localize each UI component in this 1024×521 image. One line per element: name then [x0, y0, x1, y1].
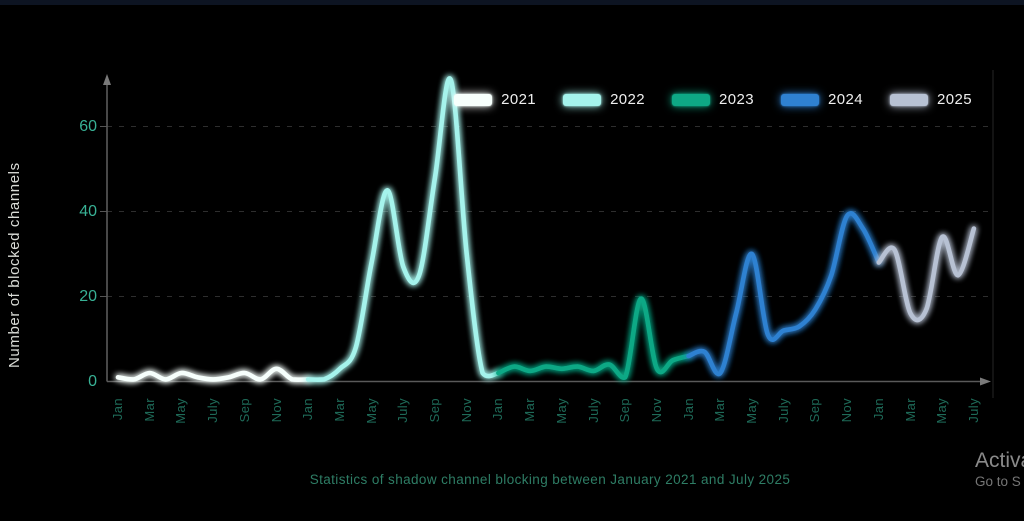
legend-item-2023[interactable]: 2023 [672, 91, 754, 108]
y-axis-title: Number of blocked channels [6, 162, 23, 368]
y-tick-label-0: 0 [88, 372, 97, 390]
x-tick-label-month-42: July [775, 398, 791, 423]
x-tick-label-month-10: Nov [268, 398, 284, 423]
line-series-2025 [876, 226, 977, 323]
watermark-line-1: Activa [975, 449, 1024, 472]
y-tick-label-60: 60 [79, 117, 97, 135]
x-tick-label-month-18: July [395, 398, 411, 423]
chart-caption: Statistics of shadow channel blocking be… [309, 472, 791, 487]
legend-label: 2021 [501, 91, 537, 108]
x-axis-arrow [980, 377, 991, 386]
x-tick-label-month-26: Mar [522, 398, 538, 422]
y-axis-arrow [103, 74, 111, 85]
legend-label: 2023 [719, 91, 755, 108]
legend-label: 2024 [828, 91, 864, 108]
x-tick-label-month-36: Jan [680, 398, 696, 421]
x-tick-label-month-16: May [363, 398, 379, 424]
legend-item-2025[interactable]: 2025 [890, 91, 972, 108]
legend-swatch-icon [563, 93, 602, 106]
watermark-line-2: Go to S [975, 474, 1021, 489]
x-tick-label-month-50: Mar [902, 398, 918, 422]
x-tick-label-month-6: July [205, 398, 221, 423]
x-tick-label-month-24: Jan [490, 398, 506, 421]
legend-item-2021[interactable]: 2021 [454, 91, 536, 108]
legend-item-2024[interactable]: 2024 [781, 91, 863, 108]
x-tick-label-month-2: Mar [141, 398, 157, 422]
x-tick-label-month-20: Sep [427, 398, 442, 423]
line-series-2024 [686, 211, 882, 377]
x-tick-label-month-34: Nov [648, 398, 664, 423]
x-tick-label-month-38: Mar [712, 398, 728, 422]
legend: 2021 2022 2023 2024 2025 [454, 91, 972, 108]
gridlines [100, 126, 990, 297]
x-tick-label-month-30: July [585, 398, 601, 423]
legend-swatch-icon [781, 93, 820, 106]
x-tick-label-month-0: Jan [110, 398, 125, 421]
x-tick-label-month-48: Jan [870, 398, 886, 421]
line-series-2021 [115, 366, 311, 382]
line-series-2022 [305, 76, 501, 382]
x-tick-label-month-28: May [553, 398, 569, 424]
y-tick-label-40: 40 [79, 202, 97, 220]
x-tick-label-month-54: July [965, 398, 981, 423]
window-top-strip [0, 0, 1024, 5]
line-series-2023 [496, 296, 691, 380]
x-tick-label-month-44: Sep [807, 398, 823, 423]
axes [103, 70, 994, 398]
legend-label: 2025 [937, 91, 972, 108]
x-tick-label-month-32: Sep [617, 398, 633, 423]
legend-swatch-icon [890, 93, 929, 106]
x-tick-label-month-40: May [744, 398, 759, 424]
legend-label: 2022 [610, 91, 646, 108]
y-tick-label-20: 20 [79, 287, 97, 305]
x-tick-label-month-46: Nov [839, 398, 855, 423]
legend-swatch-icon [454, 93, 493, 106]
x-tick-label-month-52: May [934, 398, 950, 424]
activate-windows-watermark: Activa Go to S [975, 448, 1024, 490]
x-tick-label-month-8: Sep [236, 398, 252, 423]
legend-item-2022[interactable]: 2022 [563, 91, 645, 108]
x-tick-label-month-22: Nov [458, 398, 474, 423]
data-series-lines [115, 76, 977, 382]
x-tick-label-month-14: Mar [331, 398, 347, 422]
x-tick-label-month-4: May [173, 398, 189, 424]
legend-swatch-icon [672, 93, 711, 106]
x-tick-label-month-12: Jan [300, 398, 316, 421]
